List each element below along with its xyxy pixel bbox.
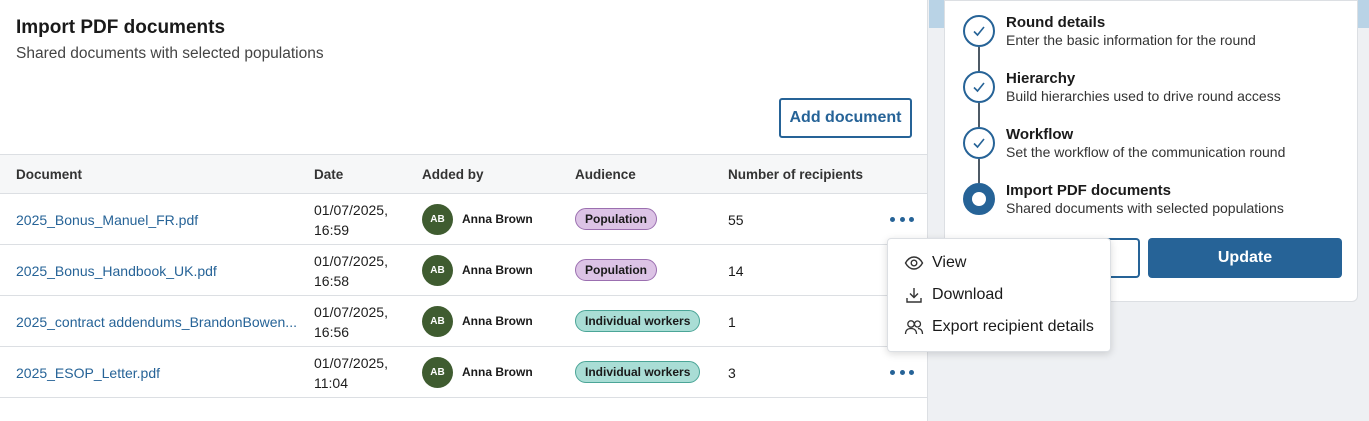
avatar: AB bbox=[422, 255, 453, 286]
step-desc: Set the workflow of the communication ro… bbox=[1006, 144, 1286, 160]
step-desc: Shared documents with selected populatio… bbox=[1006, 200, 1284, 216]
audience-badge: Population bbox=[575, 259, 657, 281]
active-step-icon bbox=[963, 183, 995, 215]
time-text: 16:58 bbox=[314, 273, 350, 289]
recipients-count: 55 bbox=[728, 212, 744, 228]
menu-item-label: Export recipient details bbox=[932, 318, 1094, 335]
step-desc: Enter the basic information for the roun… bbox=[1006, 32, 1256, 48]
check-icon bbox=[963, 15, 995, 47]
step-connector bbox=[978, 159, 980, 183]
eye-icon bbox=[904, 256, 924, 270]
date-text: 01/07/2025, bbox=[314, 304, 388, 320]
header-audience[interactable]: Audience bbox=[575, 167, 636, 182]
menu-item-view[interactable]: View bbox=[904, 251, 966, 275]
date-text: 01/07/2025, bbox=[314, 355, 388, 371]
audience-badge: Individual workers bbox=[575, 361, 701, 383]
date-text: 01/07/2025, bbox=[314, 253, 388, 269]
update-button[interactable]: Update bbox=[1148, 238, 1342, 278]
date-cell: 01/07/2025, 16:58 bbox=[314, 251, 404, 291]
audience-badge: Individual workers bbox=[575, 310, 701, 332]
check-icon bbox=[963, 127, 995, 159]
time-text: 11:04 bbox=[314, 375, 348, 391]
more-actions-icon[interactable] bbox=[890, 210, 914, 228]
document-link[interactable]: 2025_Bonus_Manuel_FR.pdf bbox=[16, 212, 199, 228]
table-row: 2025_Bonus_Manuel_FR.pdf 01/07/2025, 16:5… bbox=[0, 194, 927, 245]
avatar: AB bbox=[422, 204, 453, 235]
menu-item-export-recipients[interactable]: Export recipient details bbox=[904, 315, 1094, 339]
date-cell: 01/07/2025, 16:56 bbox=[314, 302, 404, 342]
step-connector bbox=[978, 47, 980, 71]
table-row: 2025_ESOP_Letter.pdf 01/07/2025, 11:04 AB… bbox=[0, 347, 927, 398]
recipients-count: 14 bbox=[728, 263, 744, 279]
added-by-name: Anna Brown bbox=[462, 365, 533, 379]
document-link[interactable]: 2025_Bonus_Handbook_UK.pdf bbox=[16, 263, 217, 279]
menu-item-label: View bbox=[932, 254, 967, 271]
add-document-button[interactable]: Add document bbox=[779, 98, 912, 138]
page-title: Import PDF documents bbox=[16, 17, 226, 38]
table-row: 2025_contract addendums_BrandonBowen... … bbox=[0, 296, 927, 347]
step-connector bbox=[978, 103, 980, 127]
page-subtitle: Shared documents with selected populatio… bbox=[16, 45, 324, 62]
header-document[interactable]: Document bbox=[16, 167, 83, 182]
table-row: 2025_Bonus_Handbook_UK.pdf 01/07/2025, 16… bbox=[0, 245, 927, 296]
header-added-by[interactable]: Added by bbox=[422, 167, 484, 182]
step-title-round-details[interactable]: Round details bbox=[1006, 14, 1106, 31]
date-cell: 01/07/2025, 16:59 bbox=[314, 200, 404, 240]
document-link[interactable]: 2025_ESOP_Letter.pdf bbox=[16, 365, 160, 381]
users-icon bbox=[904, 320, 924, 335]
menu-item-download[interactable]: Download bbox=[904, 283, 1003, 307]
added-by-name: Anna Brown bbox=[462, 263, 533, 277]
menu-item-label: Download bbox=[932, 286, 1004, 303]
table-header: Document Date Added by Audience Number o… bbox=[0, 154, 927, 194]
time-text: 16:59 bbox=[314, 222, 350, 238]
main-panel: Import PDF documents Shared documents wi… bbox=[0, 0, 928, 421]
recipients-count: 3 bbox=[728, 365, 736, 381]
step-desc: Build hierarchies used to drive round ac… bbox=[1006, 88, 1281, 104]
avatar: AB bbox=[422, 306, 453, 337]
more-actions-icon[interactable] bbox=[890, 363, 914, 381]
date-text: 01/07/2025, bbox=[314, 202, 388, 218]
step-title-hierarchy[interactable]: Hierarchy bbox=[1006, 70, 1076, 87]
avatar: AB bbox=[422, 357, 453, 388]
header-date[interactable]: Date bbox=[314, 167, 344, 182]
date-cell: 01/07/2025, 11:04 bbox=[314, 353, 404, 393]
header-recipients[interactable]: Number of recipients bbox=[728, 167, 864, 182]
added-by-name: Anna Brown bbox=[462, 212, 533, 226]
step-title-import-pdf[interactable]: Import PDF documents bbox=[1006, 182, 1172, 199]
download-icon bbox=[906, 288, 922, 303]
time-text: 16:56 bbox=[314, 324, 350, 340]
documents-table: Document Date Added by Audience Number o… bbox=[0, 154, 927, 398]
document-link[interactable]: 2025_contract addendums_BrandonBowen... bbox=[16, 314, 297, 330]
recipients-count: 1 bbox=[728, 314, 736, 330]
added-by-name: Anna Brown bbox=[462, 314, 533, 328]
step-title-workflow[interactable]: Workflow bbox=[1006, 126, 1074, 143]
row-actions-menu: View Download Export recipient details bbox=[887, 238, 1111, 352]
audience-badge: Population bbox=[575, 208, 657, 230]
check-icon bbox=[963, 71, 995, 103]
secondary-button[interactable] bbox=[1107, 238, 1140, 278]
